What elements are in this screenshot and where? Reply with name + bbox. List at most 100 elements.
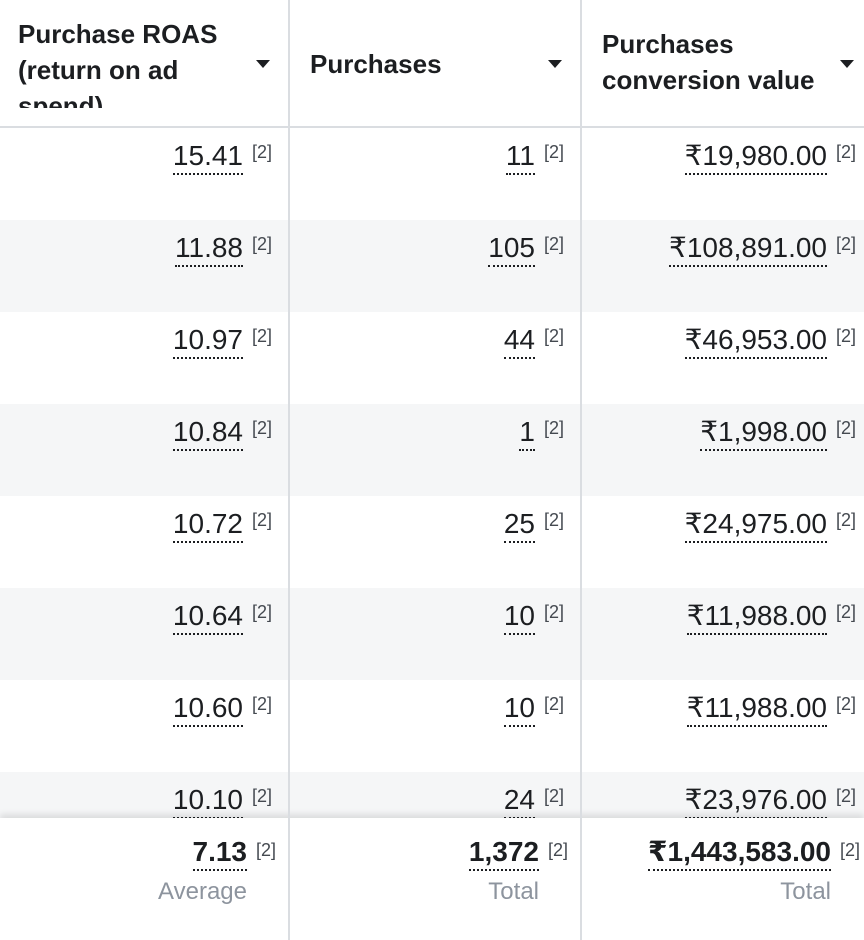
table-row[interactable]: 10.84 [2] 1 [2] ₹1,998.00 [2] [0,404,864,496]
footnote-ref[interactable]: [2] [835,234,856,254]
roas-value[interactable]: 10.10 [172,784,243,818]
conversion-value[interactable]: ₹11,988.00 [686,692,827,727]
footnote-ref[interactable]: [2] [251,602,272,622]
purchases-cell: 10 [2] [290,588,580,680]
purchases-cell: 105 [2] [290,220,580,312]
conversion-value-cell: ₹1,998.00 [2] [582,404,864,496]
summary-label: Average [158,878,247,905]
conversion-value[interactable]: ₹24,975.00 [684,508,827,543]
roas-cell: 10.97 [2] [0,312,288,404]
footnote-ref[interactable]: [2] [547,840,568,860]
conversion-value[interactable]: ₹1,998.00 [700,416,827,451]
footnote-ref[interactable]: [2] [543,418,564,438]
conversion-value-cell: ₹19,980.00 [2] [582,128,864,220]
footnote-ref[interactable]: [2] [835,418,856,438]
footnote-ref[interactable]: [2] [543,694,564,714]
footnote-ref[interactable]: [2] [255,840,276,860]
purchases-value[interactable]: 24 [503,784,535,818]
purchases-cell: 25 [2] [290,496,580,588]
footnote-ref[interactable]: [2] [835,326,856,346]
roas-cell: 10.84 [2] [0,404,288,496]
column-header-label: Purchase ROAS (return on ad spend) [18,19,218,108]
footnote-ref[interactable]: [2] [835,602,856,622]
roas-value[interactable]: 10.60 [172,692,243,727]
footnote-ref[interactable]: [2] [251,510,272,530]
table-row[interactable]: 10.97 [2] 44 [2] ₹46,953.00 [2] [0,312,864,404]
roas-value[interactable]: 10.84 [172,416,243,451]
conversion-value[interactable]: ₹23,976.00 [684,784,827,818]
purchases-value[interactable]: 1 [519,416,535,451]
column-header-label: Purchases conversion value [602,29,815,95]
footnote-ref[interactable]: [2] [835,694,856,714]
footnote-ref[interactable]: [2] [835,786,856,806]
column-divider-1[interactable] [288,0,290,940]
roas-cell: 11.88 [2] [0,220,288,312]
conversion-value-cell: ₹46,953.00 [2] [582,312,864,404]
footnote-ref[interactable]: [2] [835,510,856,530]
footnote-ref[interactable]: [2] [251,234,272,254]
roas-cell: 15.41 [2] [0,128,288,220]
purchases-value[interactable]: 44 [503,324,535,359]
footnote-ref[interactable]: [2] [251,142,272,162]
roas-value[interactable]: 10.64 [172,600,243,635]
footnote-ref[interactable]: [2] [543,326,564,346]
conversion-value[interactable]: ₹11,988.00 [686,600,827,635]
sort-caret-icon[interactable] [548,60,562,68]
roas-cell: 10.10 [2] [0,772,288,818]
purchases-value[interactable]: 10 [503,692,535,727]
footnote-ref[interactable]: [2] [543,234,564,254]
conversion-value-cell: ₹24,975.00 [2] [582,496,864,588]
conversion-value[interactable]: ₹19,980.00 [684,140,827,175]
purchases-value[interactable]: 11 [505,140,535,175]
purchases-cell: 44 [2] [290,312,580,404]
footnote-ref[interactable]: [2] [835,142,856,162]
conversion-value-total[interactable]: ₹1,443,583.00 [648,836,831,871]
sort-caret-icon[interactable] [840,60,854,68]
purchases-value[interactable]: 105 [488,232,535,267]
footnote-ref[interactable]: [2] [543,602,564,622]
table-row[interactable]: 10.60 [2] 10 [2] ₹11,988.00 [2] [0,680,864,772]
conversion-value-cell: ₹23,976.00 [2] [582,772,864,818]
purchases-cell: 11 [2] [290,128,580,220]
footnote-ref[interactable]: [2] [251,694,272,714]
column-divider-2[interactable] [580,0,582,940]
purchases-cell: 1 [2] [290,404,580,496]
conversion-value-summary-cell: ₹1,443,583.00 [2] Total [582,818,864,940]
summary-row: 7.13 [2] Average 1,372 [2] Total ₹1,443,… [0,818,864,940]
table-row[interactable]: 11.88 [2] 105 [2] ₹108,891.00 [2] [0,220,864,312]
table-row[interactable]: 10.10 [2] 24 [2] ₹23,976.00 [2] [0,772,864,818]
conversion-value[interactable]: ₹46,953.00 [684,324,827,359]
table-header: Purchase ROAS (return on ad spend) Purch… [0,0,864,128]
table-row[interactable]: 10.64 [2] 10 [2] ₹11,988.00 [2] [0,588,864,680]
footnote-ref[interactable]: [2] [543,142,564,162]
sort-caret-icon[interactable] [256,60,270,68]
footnote-ref[interactable]: [2] [251,326,272,346]
footnote-ref[interactable]: [2] [543,786,564,806]
roas-value[interactable]: 10.97 [172,324,243,359]
purchases-value[interactable]: 10 [503,600,535,635]
roas-value[interactable]: 11.88 [175,232,243,267]
table-row[interactable]: 10.72 [2] 25 [2] ₹24,975.00 [2] [0,496,864,588]
table-row[interactable]: 15.41 [2] 11 [2] ₹19,980.00 [2] [0,128,864,220]
conversion-value[interactable]: ₹108,891.00 [669,232,827,267]
table-body[interactable]: 15.41 [2] 11 [2] ₹19,980.00 [2] 11.88 [2… [0,128,864,818]
summary-label: Total [780,878,831,905]
footnote-ref[interactable]: [2] [543,510,564,530]
purchases-value[interactable]: 25 [503,508,535,543]
roas-cell: 10.60 [2] [0,680,288,772]
roas-cell: 10.64 [2] [0,588,288,680]
roas-average-value[interactable]: 7.13 [192,836,247,871]
column-header-purchases[interactable]: Purchases [290,0,580,126]
footnote-ref[interactable]: [2] [839,840,860,860]
footnote-ref[interactable]: [2] [251,418,272,438]
purchases-total-value[interactable]: 1,372 [468,836,539,871]
roas-value[interactable]: 10.72 [172,508,243,543]
summary-label: Total [488,878,539,905]
purchases-summary-cell: 1,372 [2] Total [290,818,580,940]
column-header-label: Purchases [310,49,442,79]
purchases-cell: 24 [2] [290,772,580,818]
roas-value[interactable]: 15.41 [172,140,243,175]
column-header-conversion-value[interactable]: Purchases conversion value [582,0,864,126]
footnote-ref[interactable]: [2] [251,786,272,806]
column-header-roas[interactable]: Purchase ROAS (return on ad spend) [0,0,288,126]
